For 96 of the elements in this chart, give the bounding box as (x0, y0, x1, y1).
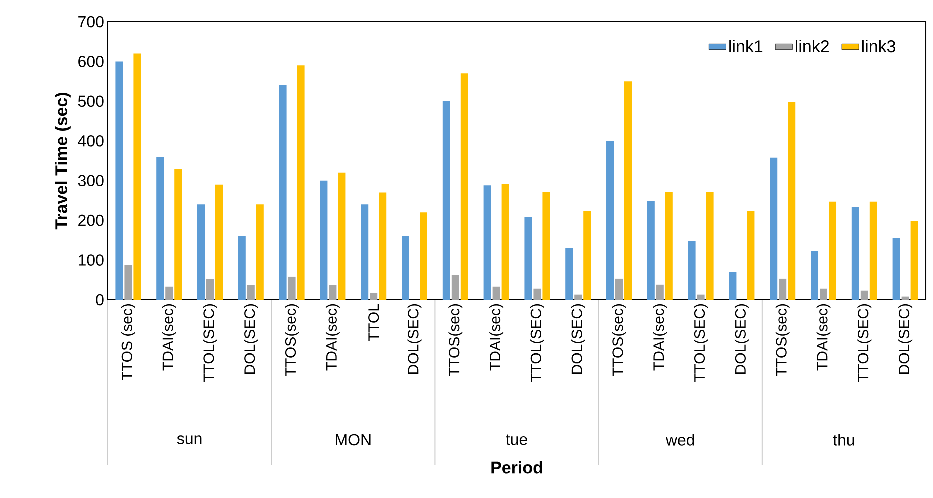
bar (370, 293, 378, 300)
bar (860, 290, 868, 300)
bar (892, 238, 900, 300)
text: tue (506, 434, 528, 446)
bar (852, 207, 860, 300)
bar (116, 62, 124, 300)
bar (402, 236, 410, 300)
x-tick-label: TDAI(sec) (816, 304, 831, 371)
x-tick-label: DOL(SEC) (571, 304, 586, 374)
bar (656, 284, 664, 300)
bar (288, 276, 296, 300)
x-tick-label: TTOS (sec) (121, 304, 136, 380)
bar (542, 192, 550, 300)
x-tick-label: TTOS(sec) (448, 304, 463, 376)
bar (647, 202, 655, 300)
bar (779, 278, 787, 300)
y-axis-title: Travel Time (sec) (55, 93, 71, 230)
bar (329, 285, 337, 300)
x-tick-label: DOL(SEC) (898, 304, 913, 374)
y-tick-label: 200 (78, 214, 104, 226)
x-tick-label: TTOS(sec) (285, 304, 300, 376)
x-tick-label: TTOS(sec) (612, 304, 626, 376)
text: thu (833, 434, 854, 446)
x-tick-label: TDAI(sec) (162, 304, 176, 371)
bar (247, 285, 255, 300)
bar (379, 192, 387, 300)
bar (279, 86, 287, 300)
bar (320, 180, 328, 300)
bar (524, 217, 532, 300)
bar (584, 211, 592, 300)
legend-label: link3 (862, 40, 896, 53)
y-tick-label: 0 (96, 294, 104, 306)
y-tick-label: 400 (78, 135, 104, 147)
bar (206, 279, 214, 300)
bar (492, 286, 500, 300)
y-tick-label: 500 (78, 96, 104, 108)
bar (420, 212, 428, 300)
bar (616, 278, 624, 300)
x-tick-label: TTOL (368, 304, 380, 342)
bar (134, 54, 142, 300)
text: wed (666, 434, 694, 446)
bar (706, 192, 714, 300)
text: MON (336, 434, 371, 446)
bar (566, 248, 574, 300)
y-tick-label: 300 (78, 175, 104, 187)
bar (870, 202, 878, 300)
bar (460, 74, 468, 300)
text: sun (177, 436, 202, 444)
legend-label: link2 (796, 40, 829, 52)
bar (697, 294, 705, 300)
bar (442, 101, 450, 300)
bar (688, 241, 696, 300)
y-tick-label: 700 (78, 16, 104, 28)
x-tick-label: TDAI(sec) (326, 304, 340, 371)
x-tick-label: TTOL(SEC) (530, 304, 544, 382)
bar (502, 184, 510, 300)
bar (484, 186, 492, 300)
bar (747, 211, 755, 300)
bar (156, 157, 164, 300)
y-tick-label: 600 (78, 56, 104, 68)
bar (729, 272, 737, 300)
x-tick-label: TTOL(SEC) (694, 304, 708, 382)
bar (829, 202, 837, 300)
x-tick-label: TDAI(sec) (653, 304, 668, 371)
x-tick-label: DOL(SEC) (408, 304, 422, 374)
x-tick-label: TTOL(SEC) (203, 304, 218, 382)
bar (238, 236, 246, 300)
bar (361, 204, 369, 300)
bar (216, 184, 224, 300)
x-tick-label: TTOS(sec) (776, 304, 790, 376)
legend-label: link1 (730, 40, 763, 52)
bar (452, 275, 460, 300)
bar (574, 294, 582, 300)
bar (820, 288, 828, 300)
x-axis-title: Period (492, 461, 542, 474)
bar (297, 66, 305, 300)
bar (788, 102, 796, 300)
x-tick-label: DOL(SEC) (734, 304, 749, 374)
bar (811, 252, 819, 300)
bar (256, 204, 264, 300)
bar (665, 192, 673, 300)
bar (124, 265, 132, 300)
bar (338, 172, 346, 300)
bar (910, 220, 918, 300)
bar (198, 204, 206, 300)
bar (606, 141, 614, 300)
bar (174, 168, 182, 300)
bar (166, 286, 174, 300)
x-tick-label: TTOL(SEC) (858, 304, 872, 382)
x-tick-label: DOL(SEC) (244, 304, 258, 374)
x-tick-label: TDAI(sec) (490, 304, 504, 371)
y-tick-label: 100 (78, 254, 104, 266)
bar (770, 158, 778, 300)
bar (534, 288, 542, 300)
bar (624, 82, 632, 300)
bar (902, 296, 910, 300)
